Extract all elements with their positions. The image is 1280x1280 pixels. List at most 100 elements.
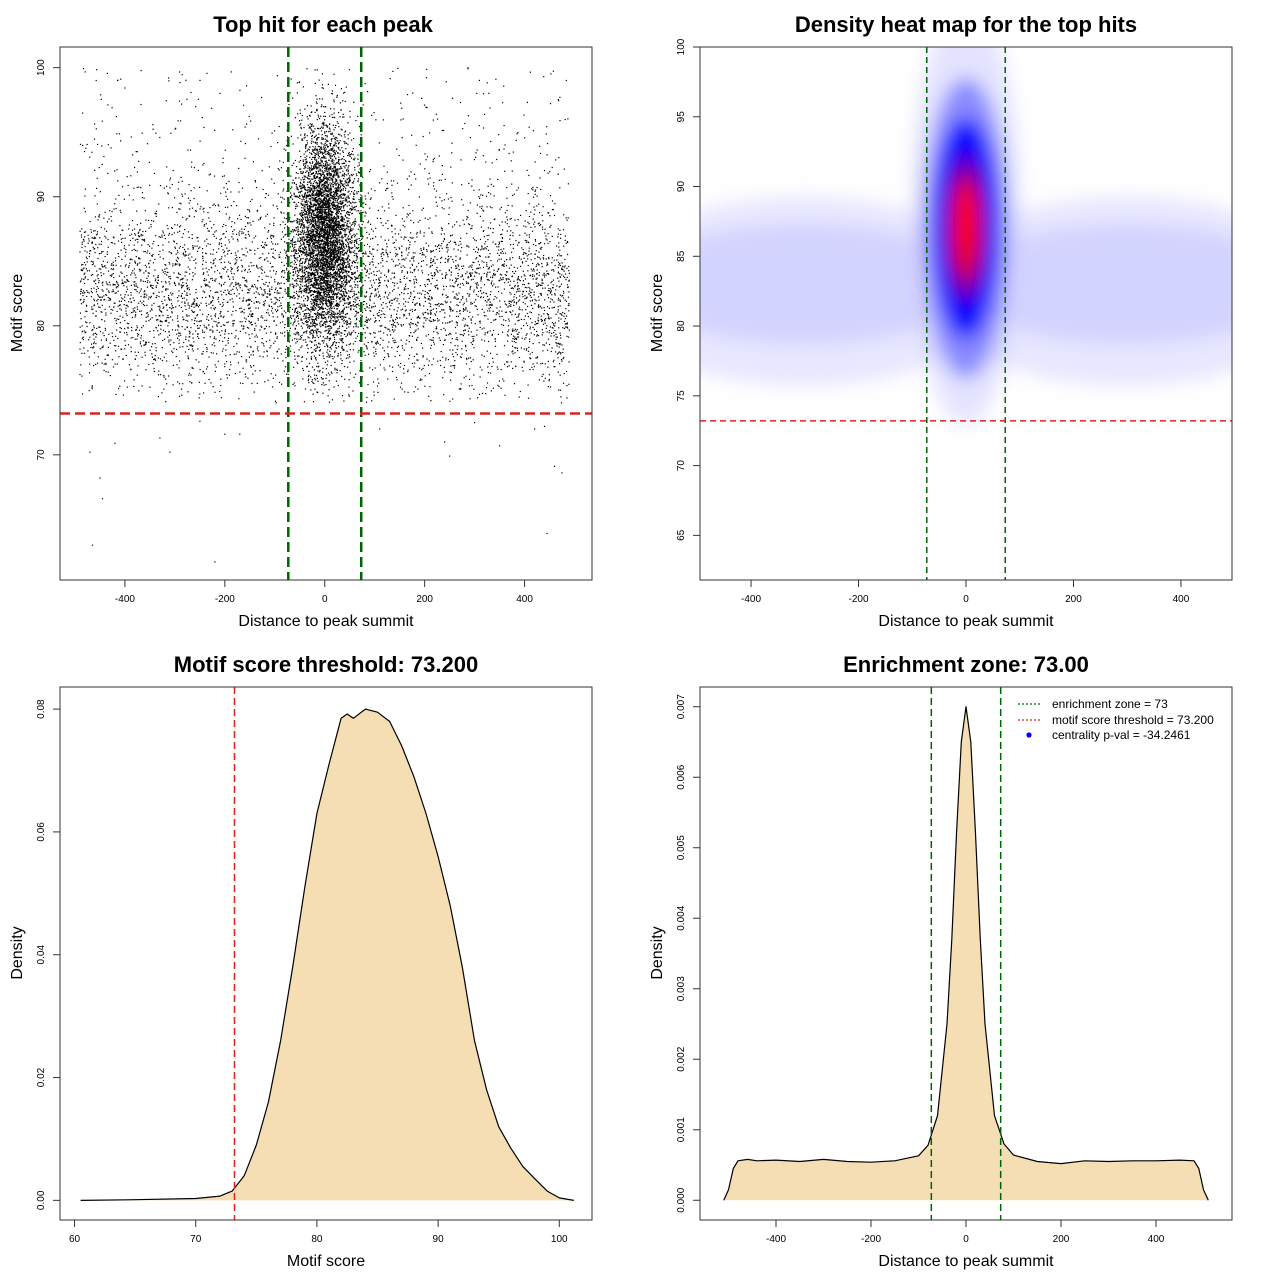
scatter-point (154, 258, 156, 260)
scatter-point (522, 291, 524, 293)
scatter-point (253, 264, 255, 267)
scatter-point (80, 303, 83, 305)
scatter-point (93, 352, 96, 354)
scatter-point (219, 313, 221, 315)
scatter-point (235, 284, 237, 286)
scatter-point (113, 237, 115, 239)
scatter-point (81, 270, 83, 272)
scatter-point (526, 101, 528, 103)
scatter-point (515, 303, 517, 305)
scatter-point (170, 227, 173, 229)
scatter-point (212, 331, 214, 333)
scatter-point (276, 337, 278, 339)
scatter-point (452, 97, 454, 99)
scatter-point (295, 249, 297, 251)
scatter-point (262, 253, 264, 255)
scatter-point (408, 204, 410, 207)
scatter-point (301, 319, 303, 321)
scatter-point (439, 250, 441, 252)
scatter-point (342, 325, 344, 327)
scatter-point (165, 401, 167, 403)
scatter-point (305, 341, 307, 343)
scatter-point (294, 318, 296, 320)
scatter-point (348, 343, 350, 346)
scatter-point (254, 249, 256, 251)
scatter-point (226, 271, 228, 273)
scatter-point (105, 363, 107, 365)
scatter-point (213, 308, 216, 310)
scatter-point (529, 357, 531, 359)
scatter-point (97, 219, 99, 221)
scatter-point (220, 325, 222, 327)
scatter-point (307, 347, 309, 350)
scatter-point (271, 301, 273, 303)
scatter-point (325, 324, 327, 326)
scatter-point (459, 286, 461, 289)
scatter-point (185, 282, 187, 284)
scatter-point (434, 319, 436, 321)
scatter-point (168, 234, 170, 236)
scatter-point (489, 294, 491, 296)
scatter-point (476, 246, 478, 248)
scatter-point (438, 303, 440, 305)
scatter-point (424, 385, 426, 387)
scatter-point (370, 188, 372, 190)
scatter-point (194, 245, 196, 247)
scatter-point (429, 310, 431, 312)
scatter-point (435, 215, 437, 217)
scatter-point (441, 200, 443, 202)
scatter-point (401, 245, 403, 247)
scatter-point (118, 284, 120, 286)
scatter-point (540, 241, 542, 244)
scatter-point (263, 294, 265, 296)
scatter-point (432, 339, 434, 341)
scatter-point (238, 167, 240, 169)
scatter-point (236, 295, 238, 297)
scatter-point (419, 232, 421, 234)
scatter-point (229, 299, 231, 301)
scatter-point (242, 382, 244, 385)
scatter-point (566, 219, 568, 221)
scatter-point (397, 323, 400, 325)
scatter-point (329, 227, 331, 229)
scatter-point (195, 303, 197, 305)
scatter-point (282, 360, 284, 362)
scatter-point (564, 318, 566, 320)
scatter-point (238, 234, 240, 236)
scatter-point (250, 366, 252, 368)
scatter-point (477, 295, 479, 297)
scatter-point (179, 82, 181, 84)
scatter-point (553, 214, 556, 217)
scatter-point (442, 322, 444, 324)
scatter-point (400, 309, 402, 311)
scatter-point (430, 400, 432, 402)
scatter-point (512, 367, 514, 369)
scatter-point (251, 241, 253, 243)
scatter-point (564, 299, 566, 301)
scatter-point (300, 183, 302, 185)
scatter-point (533, 291, 535, 293)
scatter-point (392, 260, 394, 262)
scatter-point (108, 281, 110, 283)
scatter-point (412, 237, 414, 239)
scatter-point (258, 293, 260, 296)
scatter-point (330, 298, 332, 300)
scatter-point (266, 213, 269, 215)
scatter-point (356, 267, 358, 269)
scatter-point (525, 241, 527, 243)
scatter-point (408, 314, 411, 316)
scatter-point (396, 316, 398, 318)
scatter-point (86, 251, 88, 253)
scatter-point (546, 313, 548, 315)
scatter-point (314, 357, 316, 359)
scatter-point (349, 349, 351, 351)
scatter-point (97, 274, 99, 276)
scatter-point (158, 203, 160, 205)
scatter-point (220, 262, 222, 264)
scatter-point (231, 236, 233, 238)
scatter-point (131, 272, 133, 274)
scatter-point (408, 323, 410, 325)
scatter-point (198, 327, 200, 329)
scatter-point (90, 296, 93, 298)
scatter-point (308, 362, 311, 365)
